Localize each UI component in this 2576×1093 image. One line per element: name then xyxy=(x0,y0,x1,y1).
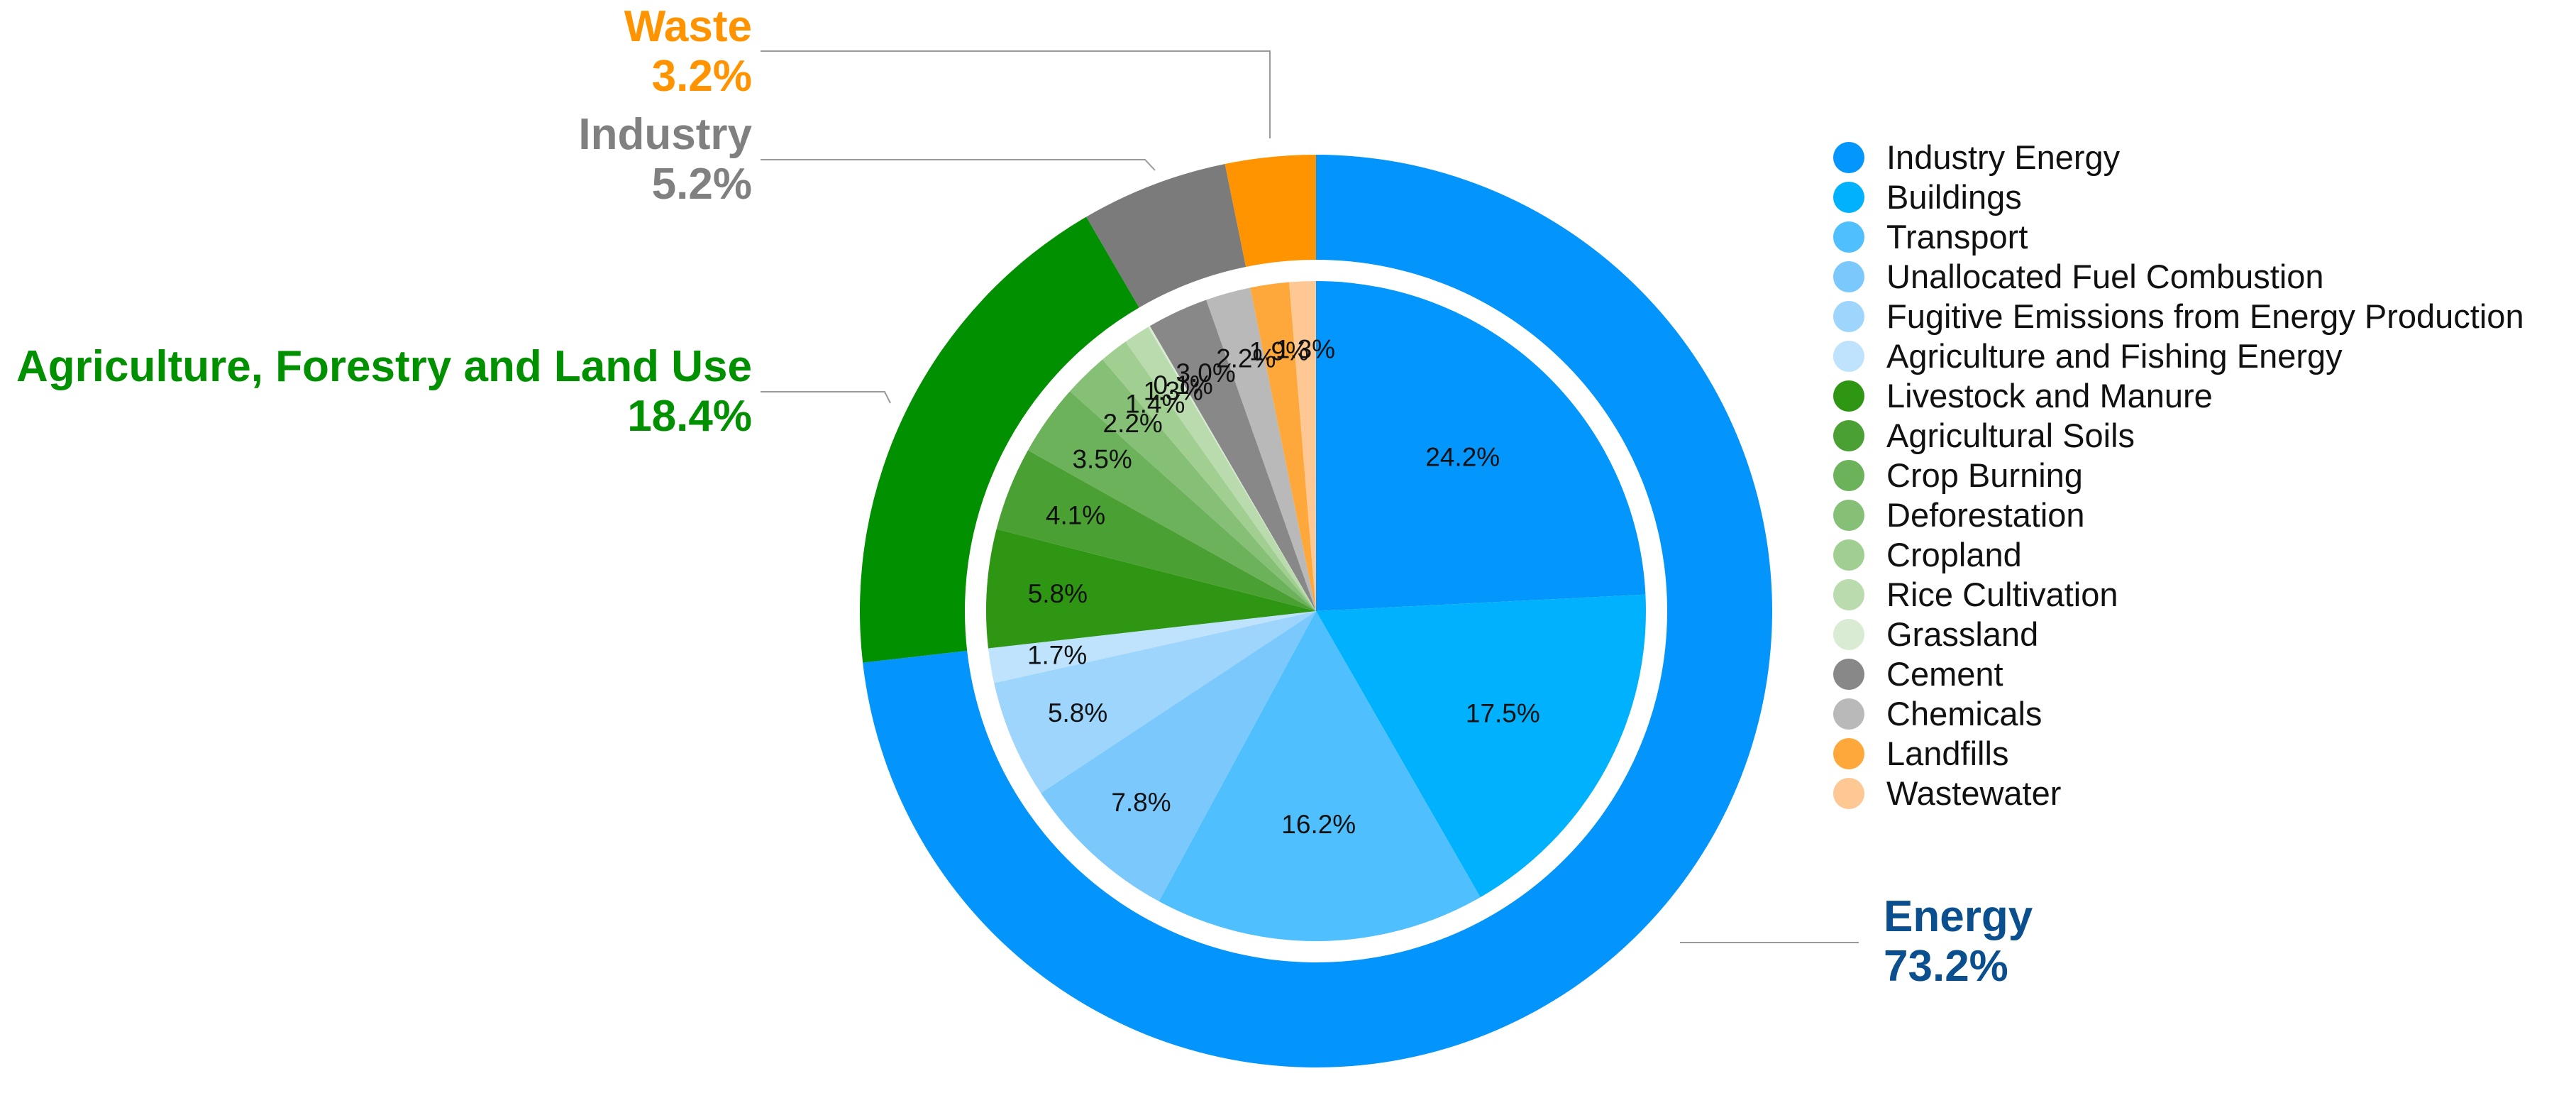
legend-label-chemicals: Chemicals xyxy=(1886,695,2042,732)
callout-line-waste xyxy=(761,50,1271,138)
legend-label-wastewater: Wastewater xyxy=(1886,774,2061,812)
legend-label-livestock-and-manure: Livestock and Manure xyxy=(1886,377,2213,414)
inner-slice-transport xyxy=(1159,611,1481,942)
inner-slice-fugitive-emissions-from-energy-production xyxy=(994,611,1316,793)
slice-label-agriculture-and-fishing-energy: 1.7% xyxy=(1027,640,1087,669)
inner-slice-livestock-and-manure xyxy=(986,529,1316,649)
inner-pie xyxy=(986,281,1646,942)
inner-slice-agricultural-soils xyxy=(996,450,1316,611)
callout-name-industry: Industry xyxy=(578,110,752,159)
slice-label-rice-cultivation: 1.3% xyxy=(1144,376,1203,405)
legend-marker-landfills xyxy=(1833,738,1864,769)
outer-ring xyxy=(859,155,1772,1067)
slice-label-industry-energy: 24.2% xyxy=(1425,443,1500,472)
slice-label-landfills: 1.9% xyxy=(1249,337,1309,366)
outer-slice-industry xyxy=(1086,163,1246,308)
slice-label-agricultural-soils: 4.1% xyxy=(1046,501,1105,530)
legend-label-crop-burning: Crop Burning xyxy=(1886,456,2083,494)
callout-value-industry: 5.2% xyxy=(652,160,752,209)
legend-marker-cropland xyxy=(1833,539,1864,571)
legend-label-agricultural-soils: Agricultural Soils xyxy=(1886,417,2135,454)
legend-marker-transport xyxy=(1833,221,1864,253)
legend-marker-rice-cultivation xyxy=(1833,579,1864,610)
legend-marker-cement xyxy=(1833,659,1864,690)
slice-label-grassland: 0.1% xyxy=(1153,370,1212,400)
callout-value-energy: 73.2% xyxy=(1884,942,2008,991)
callout-name-waste: Waste xyxy=(624,2,752,51)
slice-label-livestock-and-manure: 5.8% xyxy=(1028,579,1088,608)
inner-slice-grassland xyxy=(1148,326,1316,611)
slice-label-wastewater: 1.3% xyxy=(1276,334,1335,363)
legend-label-landfills: Landfills xyxy=(1886,735,2008,772)
inner-slice-deforestation xyxy=(1070,359,1316,611)
callout-name-energy: Energy xyxy=(1884,892,2033,941)
inner-slice-buildings xyxy=(1316,594,1646,898)
inner-slice-cropland xyxy=(1102,341,1316,611)
legend-label-fugitive-emissions-from-energy-production: Fugitive Emissions from Energy Productio… xyxy=(1886,297,2524,335)
callout-name-agriculture-forestry-and-land-use: Agriculture, Forestry and Land Use xyxy=(16,342,752,391)
legend-marker-fugitive-emissions-from-energy-production xyxy=(1833,301,1864,332)
slice-label-fugitive-emissions-from-energy-production: 5.8% xyxy=(1048,698,1107,727)
slice-label-deforestation: 2.2% xyxy=(1103,409,1163,438)
legend-label-cropland: Cropland xyxy=(1886,536,2022,573)
inner-slice-chemicals xyxy=(1206,287,1316,611)
callout-line-industry xyxy=(761,159,1156,171)
legend-marker-livestock-and-manure xyxy=(1833,380,1864,412)
outer-slice-agriculture-forestry-and-land-use xyxy=(859,216,1139,663)
legend-label-industry-energy: Industry Energy xyxy=(1886,138,2121,176)
inner-slice-labels: 24.2% 17.5% 16.2% 7.8% 5.8% 1.7% 5.8% 4.1% 3.5% 2… xyxy=(1027,334,1540,839)
callout-value-waste: 3.2% xyxy=(652,52,752,101)
legend-marker-unallocated-fuel-combustion xyxy=(1833,261,1864,292)
legend-marker-wastewater xyxy=(1833,778,1864,809)
legend-label-buildings: Buildings xyxy=(1886,178,2022,216)
legend-marker-agriculture-and-fishing-energy xyxy=(1833,341,1864,372)
slice-label-buildings: 17.5% xyxy=(1466,699,1540,728)
outer-slice-waste xyxy=(1225,155,1316,267)
slice-label-transport: 16.2% xyxy=(1281,810,1356,839)
callout-value-agriculture-forestry-and-land-use: 18.4% xyxy=(627,392,752,441)
legend-marker-agricultural-soils xyxy=(1833,420,1864,451)
legend-marker-crop-burning xyxy=(1833,460,1864,491)
inner-slice-rice-cultivation xyxy=(1125,326,1316,611)
inner-slice-agriculture-and-fishing-energy xyxy=(988,611,1316,683)
legend-marker-buildings xyxy=(1833,182,1864,213)
legend-label-deforestation: Deforestation xyxy=(1886,496,2085,534)
slice-label-chemicals: 2.2% xyxy=(1216,344,1276,373)
legend-label-transport: Transport xyxy=(1886,218,2028,256)
inner-slice-industry-energy xyxy=(1316,281,1646,611)
slice-label-cement: 3.0% xyxy=(1176,358,1235,388)
inner-slice-wastewater xyxy=(1289,281,1316,611)
legend-marker-grassland xyxy=(1833,619,1864,650)
legend-marker-chemicals xyxy=(1833,698,1864,730)
legend-label-rice-cultivation: Rice Cultivation xyxy=(1886,576,2118,613)
legend-marker-industry-energy xyxy=(1833,142,1864,173)
legend-label-grassland: Grassland xyxy=(1886,615,2038,653)
inner-slice-landfills xyxy=(1250,282,1316,611)
legend-marker-deforestation xyxy=(1833,500,1864,531)
callout-line-agriculture-forestry-and-land-use xyxy=(761,391,891,404)
inner-slice-unallocated-fuel-combustion xyxy=(1041,611,1316,901)
slice-label-unallocated-fuel-combustion: 7.8% xyxy=(1111,788,1171,817)
legend-label-agriculture-and-fishing-energy: Agriculture and Fishing Energy xyxy=(1886,337,2343,375)
slice-label-cropland: 1.4% xyxy=(1125,390,1185,419)
inner-slice-crop-burning xyxy=(1027,391,1316,611)
legend-label-unallocated-fuel-combustion: Unallocated Fuel Combustion xyxy=(1886,258,2324,295)
slice-label-crop-burning: 3.5% xyxy=(1072,444,1132,473)
inner-slice-cement xyxy=(1149,300,1316,611)
legend-label-cement: Cement xyxy=(1886,655,2003,693)
legend: Industry EnergyBuildingsTransportUnalloc… xyxy=(1833,138,2524,812)
